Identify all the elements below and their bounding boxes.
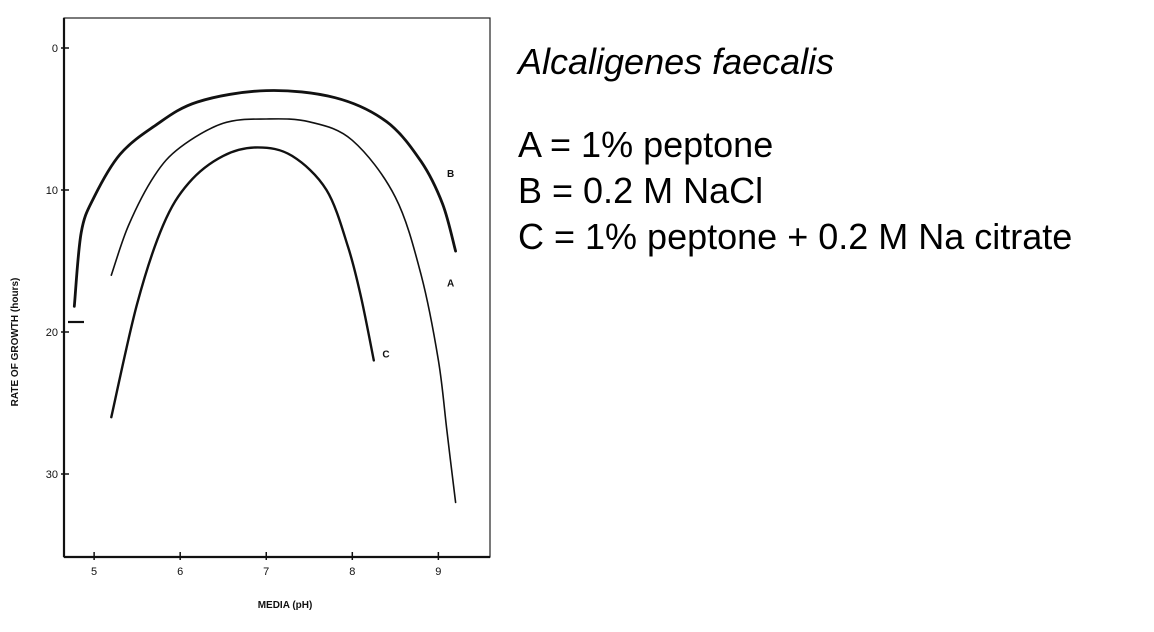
plot-border [63,17,491,558]
y-tick-label-20: 20 [46,327,58,339]
legend-item-b: B = 0.2 M NaCl [518,170,764,211]
x-tick-label-9: 9 [435,566,441,578]
series-layer: A B C [72,89,457,504]
y-tick-label-0: 0 [52,43,58,55]
x-tick-label-8: 8 [349,566,355,578]
series-line-c [110,146,375,419]
x-tick-label-6: 6 [177,566,183,578]
chart-frame [62,17,491,559]
y-tick-label-30: 30 [46,469,58,481]
x-axis-title: MEDIA (pH) [258,600,313,611]
series-line-a [110,118,457,504]
y-axis-title: RATE OF GROWTH (hours) [10,278,21,407]
organism-title: Alcaligenes faecalis [518,41,835,82]
growth-chart: 0 10 20 30 5 6 7 8 9 A B C MEDIA (pH) RATE OF GRO… [10,17,491,611]
x-tick-label-5: 5 [91,566,97,578]
series-label-a: A [447,278,454,289]
legend-item-a: A = 1% peptone [518,124,774,165]
series-label-c: C [382,349,389,360]
x-axis-ticks: 5 6 7 8 9 [91,552,441,578]
series-label-b: B [447,169,454,180]
x-tick-label-7: 7 [263,566,269,578]
series-line-b [72,89,457,308]
y-tick-label-10: 10 [46,185,58,197]
legend-item-c: C = 1% peptone + 0.2 M Na citrate [518,216,1073,257]
y-axis-ticks: 0 10 20 30 [46,43,69,481]
legend-panel: Alcaligenes faecalis A = 1% peptone B = … [518,40,1148,260]
